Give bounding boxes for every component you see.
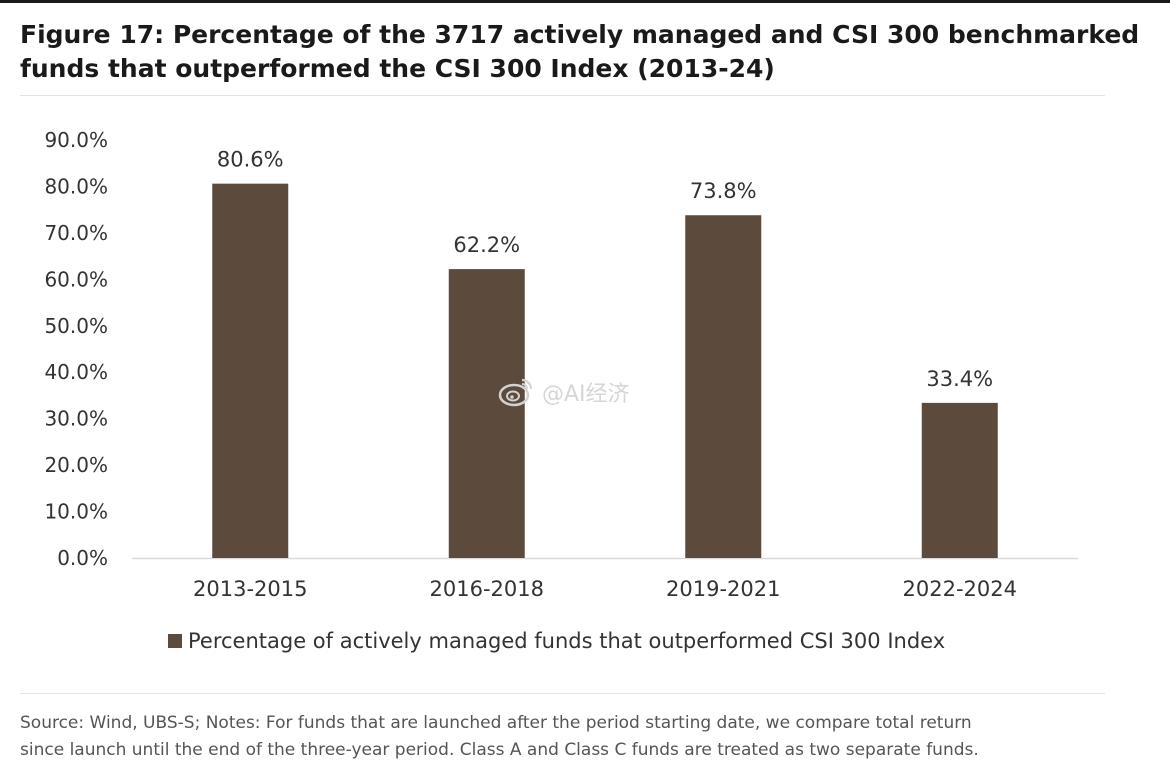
y-tick-label: 30.0% (44, 407, 108, 431)
y-tick-label: 50.0% (44, 314, 108, 338)
y-tick-label: 40.0% (44, 360, 108, 384)
legend-swatch (168, 634, 182, 648)
source-line-2: since launch until the end of the three-… (20, 740, 979, 760)
weibo-icon (498, 378, 533, 407)
bar (921, 402, 998, 558)
y-tick-label: 20.0% (44, 453, 108, 477)
figure-title: Figure 17: Percentage of the 3717 active… (20, 18, 1140, 86)
data-label: 62.2% (453, 233, 520, 257)
title-divider (20, 95, 1105, 96)
y-tick-label: 80.0% (44, 174, 108, 198)
y-tick-label: 0.0% (57, 546, 108, 570)
bar (212, 183, 289, 558)
top-border (0, 0, 1170, 3)
data-label: 33.4% (926, 367, 993, 391)
y-tick-label: 70.0% (44, 221, 108, 245)
source-divider (20, 693, 1105, 694)
figure-title-line-2: funds that outperformed the CSI 300 Inde… (20, 54, 775, 83)
bar (448, 269, 525, 558)
y-tick-label: 60.0% (44, 267, 108, 291)
figure-title-line-1: Figure 17: Percentage of the 3717 active… (20, 20, 1140, 49)
x-tick-label: 2013-2015 (193, 577, 307, 601)
y-tick-label: 10.0% (44, 500, 108, 524)
data-label: 73.8% (690, 179, 757, 203)
x-tick-label: 2022-2024 (903, 577, 1017, 601)
legend: Percentage of actively managed funds tha… (168, 626, 945, 656)
x-tick-label: 2019-2021 (666, 577, 780, 601)
source-line-1: Source: Wind, UBS-S; Notes: For funds th… (20, 713, 972, 733)
source-note: Source: Wind, UBS-S; Notes: For funds th… (20, 710, 1130, 764)
watermark-text: @AI经济 (542, 382, 630, 407)
legend-label: Percentage of actively managed funds tha… (188, 629, 946, 653)
bar (685, 215, 762, 559)
watermark: @AI经济 (498, 376, 630, 408)
data-label: 80.6% (217, 148, 284, 172)
x-tick-label: 2016-2018 (430, 577, 544, 601)
y-tick-label: 90.0% (44, 128, 108, 152)
